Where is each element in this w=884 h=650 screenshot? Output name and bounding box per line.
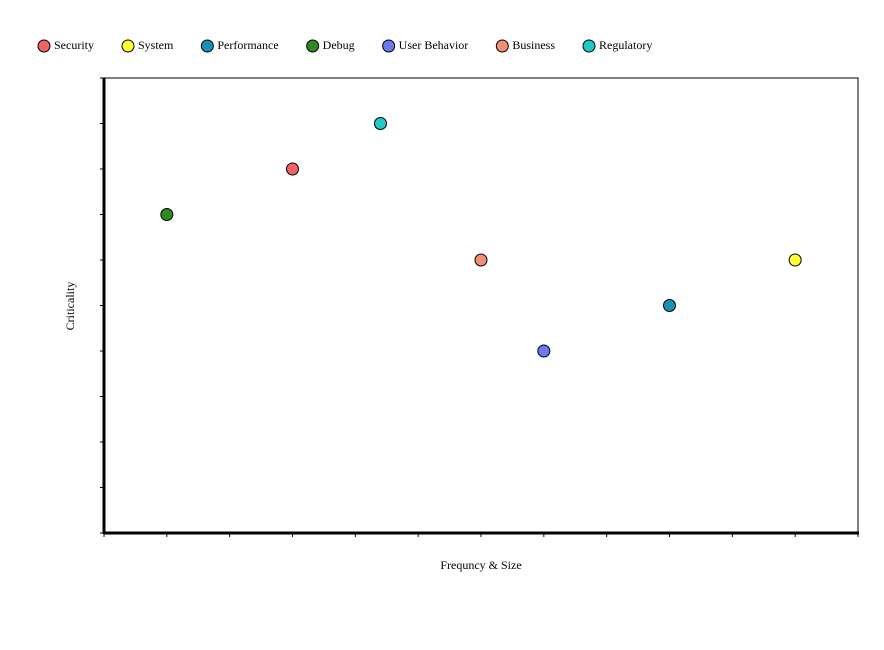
legend-marker bbox=[200, 39, 214, 53]
point bbox=[663, 299, 676, 312]
legend-label: Business bbox=[512, 38, 555, 52]
x-axis-label: Frequncy & Size bbox=[440, 558, 521, 572]
point bbox=[474, 253, 488, 267]
plot-frame bbox=[103, 77, 859, 534]
point bbox=[160, 208, 174, 221]
y-axis-label: Criticality bbox=[63, 282, 77, 331]
point bbox=[537, 344, 551, 358]
legend-marker bbox=[582, 39, 596, 53]
legend-marker bbox=[121, 39, 135, 53]
point bbox=[286, 162, 299, 176]
point bbox=[788, 253, 802, 267]
legend-label: Regulatory bbox=[599, 38, 652, 52]
legend-marker bbox=[37, 39, 51, 53]
legend-label: User Behavior bbox=[399, 38, 469, 52]
legend-label: Performance bbox=[217, 38, 278, 52]
legend-marker bbox=[306, 39, 320, 53]
legend-label: System bbox=[138, 38, 174, 52]
legend-marker bbox=[495, 39, 509, 53]
legend-label: Security bbox=[54, 38, 94, 52]
legend-marker bbox=[382, 39, 396, 53]
point bbox=[373, 117, 387, 130]
legend-label: Debug bbox=[323, 38, 355, 52]
